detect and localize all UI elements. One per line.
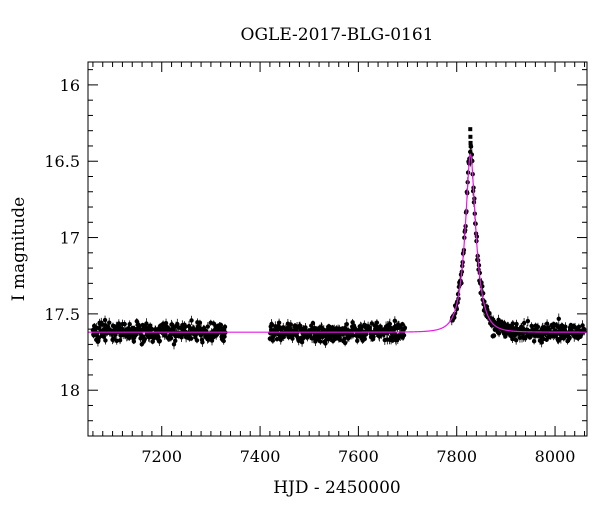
data-point — [163, 321, 169, 326]
data-point — [183, 324, 188, 329]
data-point — [392, 318, 398, 323]
data-point — [525, 318, 531, 324]
data-point — [127, 335, 132, 341]
data-point — [211, 321, 216, 326]
data-point — [318, 339, 323, 344]
data-point — [513, 337, 519, 343]
data-point — [401, 333, 407, 338]
data-point — [276, 320, 282, 325]
y-tick-label: 16.5 — [44, 152, 80, 171]
data-point — [362, 322, 367, 327]
data-point — [142, 336, 147, 342]
data-point — [131, 339, 137, 344]
x-axis-label: HJD - 2450000 — [273, 478, 401, 498]
data-point — [563, 324, 568, 330]
data-point — [539, 340, 544, 345]
data-point — [218, 322, 223, 328]
x-tick-label: 7400 — [240, 447, 281, 466]
data-point — [167, 326, 172, 332]
data-point — [107, 320, 112, 325]
data-point — [374, 320, 380, 325]
data-point — [344, 321, 349, 327]
data-point — [91, 333, 96, 338]
data-point — [189, 318, 194, 323]
data-point — [197, 320, 203, 325]
data-point — [355, 338, 360, 344]
y-tick-label: 17 — [60, 229, 80, 248]
chart-title: OGLE-2017-BLG-0161 — [241, 25, 434, 45]
data-point — [468, 143, 473, 148]
y-tick-label: 17.5 — [44, 305, 80, 324]
data-point — [468, 140, 473, 145]
data-point — [310, 320, 316, 326]
data-point — [205, 324, 211, 329]
data-point — [296, 338, 301, 344]
data-point — [175, 321, 180, 327]
data-point — [378, 324, 383, 329]
axis-ticks: 7200 7400 7600 7800 8000 16 16.5 17 17.5 18 — [44, 62, 587, 466]
data-point — [387, 321, 393, 327]
data-point — [337, 337, 343, 343]
data-point — [468, 127, 473, 132]
x-tick-label: 7600 — [338, 447, 379, 466]
data-point — [487, 310, 492, 316]
data-point — [102, 317, 108, 323]
y-axis-label: I magnitude — [9, 197, 29, 301]
data-point — [342, 340, 348, 346]
data-point — [541, 336, 546, 342]
data-point — [200, 340, 205, 345]
data-point — [556, 316, 561, 321]
data-point — [400, 321, 405, 327]
data-point — [491, 333, 497, 338]
data-point — [468, 134, 473, 139]
data-point — [510, 321, 516, 326]
y-tick-label: 16 — [60, 76, 80, 95]
data-point — [222, 334, 227, 339]
data-point — [367, 325, 372, 330]
data-points — [90, 127, 587, 350]
data-point — [103, 338, 108, 343]
x-tick-label: 7800 — [436, 447, 477, 466]
data-point — [168, 335, 174, 341]
data-point — [496, 331, 502, 336]
data-point — [535, 324, 541, 329]
data-point — [157, 338, 162, 344]
model-curve — [88, 153, 587, 333]
data-point — [114, 338, 119, 344]
data-point — [173, 338, 178, 343]
data-point — [572, 325, 578, 330]
data-point — [402, 325, 408, 330]
x-tick-label: 7200 — [141, 447, 182, 466]
data-point — [222, 324, 228, 330]
data-point — [531, 338, 537, 344]
data-point — [221, 338, 226, 344]
x-tick-label: 8000 — [535, 447, 576, 466]
y-tick-label: 18 — [60, 381, 80, 400]
data-point — [127, 322, 132, 327]
data-point — [288, 322, 293, 327]
data-point — [514, 321, 519, 327]
data-point — [194, 338, 200, 343]
data-point — [274, 336, 280, 342]
data-point — [122, 321, 127, 327]
data-point — [582, 329, 587, 334]
data-point — [521, 320, 527, 326]
data-point — [398, 325, 403, 330]
data-point — [149, 326, 155, 332]
data-point — [188, 336, 194, 341]
data-point — [144, 321, 149, 326]
data-point — [510, 336, 515, 342]
data-point — [269, 322, 275, 328]
data-point — [350, 333, 356, 338]
data-point — [567, 335, 572, 340]
plot-frame — [87, 61, 588, 437]
data-point — [270, 338, 276, 343]
data-point — [117, 338, 123, 343]
data-point — [111, 336, 117, 341]
